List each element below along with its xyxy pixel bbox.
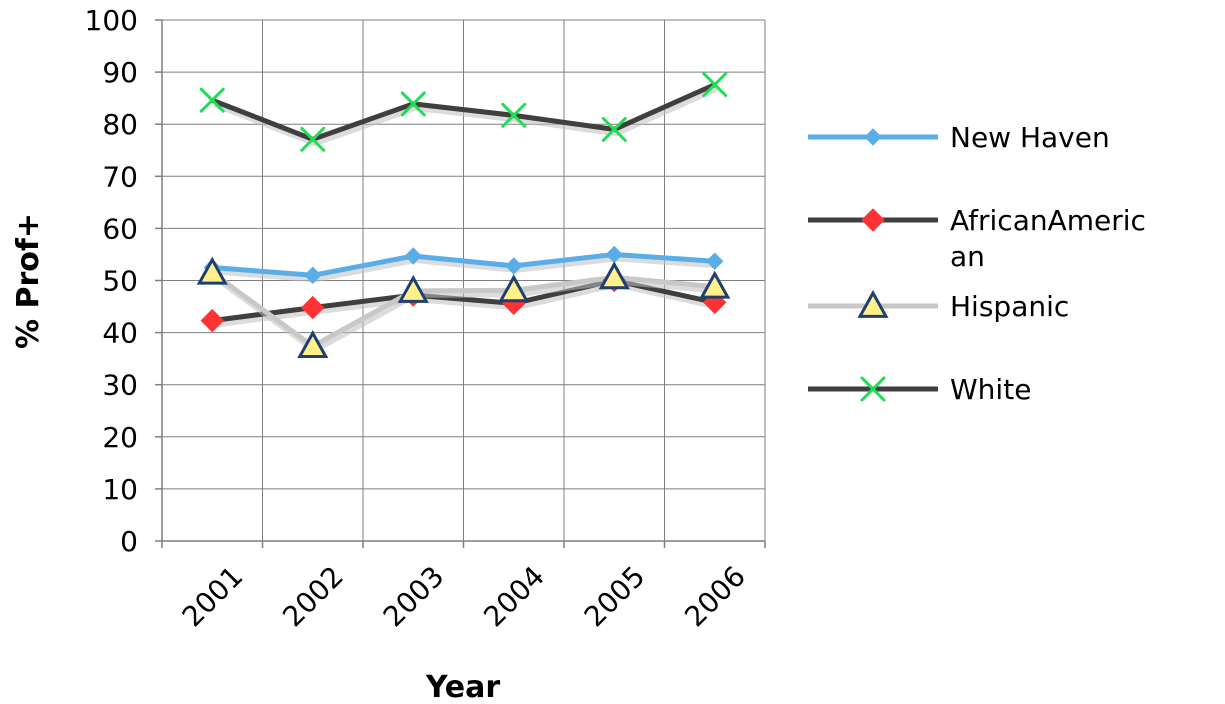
y-tick-label: 80 — [102, 108, 138, 141]
data-point — [300, 126, 326, 152]
series-lines — [210, 82, 718, 354]
legend-label: New Haven — [950, 121, 1110, 154]
series-markers — [196, 72, 731, 359]
data-point — [404, 247, 422, 265]
y-tick-label: 30 — [102, 369, 138, 402]
series-line — [212, 251, 715, 278]
x-tick-label: 2006 — [678, 560, 752, 634]
y-tick-label: 90 — [102, 56, 138, 89]
legend-label: AfricanAmeric — [950, 204, 1146, 237]
data-point — [706, 252, 724, 270]
y-tick-label: 70 — [102, 160, 138, 193]
data-point — [400, 91, 426, 117]
data-point — [297, 330, 329, 359]
gridlines — [162, 19, 766, 541]
data-point — [601, 116, 627, 142]
data-point — [301, 295, 325, 320]
legend-label: Hispanic — [950, 290, 1069, 323]
data-point — [397, 274, 429, 303]
data-point — [304, 266, 322, 284]
y-tick-label: 40 — [102, 317, 138, 350]
data-point — [702, 72, 728, 98]
data-point — [196, 256, 228, 285]
x-tick-label: 2005 — [578, 560, 652, 634]
y-tick-label: 100 — [85, 4, 138, 37]
y-tick-labels: 0 10 20 30 40 50 60 70 80 90 100 — [85, 4, 138, 558]
series-line-shadow — [214, 255, 717, 283]
data-point — [501, 102, 527, 128]
data-point — [699, 270, 731, 299]
series-line-shadow — [213, 281, 718, 328]
y-axis-title: % Prof+ — [11, 213, 46, 349]
legend-label: an — [950, 240, 985, 273]
y-tick-label: 60 — [102, 212, 138, 245]
data-point — [199, 87, 225, 113]
data-point — [498, 274, 530, 303]
data-point — [200, 308, 224, 333]
axes — [155, 19, 766, 548]
data-point — [505, 257, 523, 275]
series-line — [211, 82, 716, 142]
series-line — [210, 270, 715, 349]
data-point — [864, 128, 882, 146]
x-tick-label: 2002 — [276, 560, 350, 634]
legend-label: White — [950, 373, 1031, 406]
data-point — [861, 208, 885, 232]
x-tick-labels: 2001 2002 2003 2004 2005 2006 — [176, 560, 752, 634]
x-tick-label: 2003 — [377, 560, 451, 634]
y-tick-label: 10 — [102, 473, 138, 506]
series-line-shadow — [213, 85, 718, 147]
data-point — [598, 261, 630, 290]
data-point — [857, 289, 889, 318]
y-tick-label: 50 — [102, 265, 138, 298]
y-tick-label: 20 — [102, 421, 138, 454]
y-tick-label: 0 — [120, 525, 138, 558]
x-tick-label: 2004 — [477, 560, 551, 634]
x-tick-label: 2001 — [176, 560, 250, 634]
data-point — [860, 376, 886, 402]
x-axis-title: Year — [425, 670, 501, 704]
